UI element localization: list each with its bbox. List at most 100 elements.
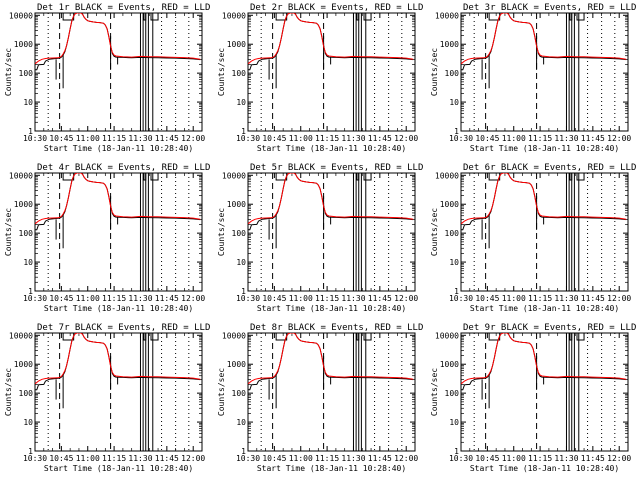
- x-tick-label: 10:30: [23, 134, 47, 143]
- top-step-marker: [150, 333, 159, 341]
- x-axis-label: Start Time (18-Jan-11 10:28:40): [257, 464, 406, 473]
- x-tick-label: 11:15: [528, 294, 552, 303]
- y-tick-label: 1000: [14, 360, 33, 369]
- plot-frame: [247, 172, 416, 292]
- series-lld: [461, 173, 627, 225]
- detector-panel-8: Det 8r BLACK = Events, RED = LLD Counts/s…: [217, 323, 423, 473]
- x-axis-label: Start Time (18-Jan-11 10:28:40): [44, 144, 193, 153]
- y-tick-label: 1000: [440, 40, 459, 49]
- y-tick-label: 1: [454, 447, 459, 456]
- x-tick-label: 11:15: [102, 454, 126, 463]
- x-tick-label: 10:45: [49, 294, 73, 303]
- series-lld: [248, 173, 414, 225]
- y-tick-label: 1000: [227, 40, 246, 49]
- x-tick-label: 11:00: [502, 454, 526, 463]
- series-lld: [35, 173, 201, 225]
- detector-panel-6: Det 6r BLACK = Events, RED = LLD Counts/s…: [430, 163, 636, 313]
- x-tick-label: 10:45: [49, 134, 73, 143]
- x-tick-label: 11:45: [368, 134, 392, 143]
- top-step-marker: [576, 173, 585, 181]
- detector-panel-3: Det 3r BLACK = Events, RED = LLD Counts/s…: [430, 3, 636, 153]
- x-tick-label: 10:45: [262, 454, 286, 463]
- panel-title: Det 4r BLACK = Events, RED = LLD: [37, 163, 210, 173]
- x-tick-label: 11:15: [102, 134, 126, 143]
- x-tick-label: 11:00: [289, 454, 313, 463]
- y-tick-label: 10: [236, 98, 246, 107]
- x-tick-label: 10:45: [262, 134, 286, 143]
- y-tick-label: 1: [454, 287, 459, 296]
- y-tick-label: 1000: [440, 200, 459, 209]
- plot-area: [35, 333, 201, 451]
- x-tick-label: 10:45: [475, 454, 499, 463]
- detector-panel-7: Det 7r BLACK = Events, RED = LLD Counts/s…: [4, 323, 210, 473]
- y-axis-label: Counts/sec: [217, 48, 226, 96]
- x-tick-label: 12:00: [181, 294, 205, 303]
- y-tick-label: 1000: [14, 40, 33, 49]
- x-tick-label: 11:15: [102, 294, 126, 303]
- y-tick-label: 10000: [222, 11, 246, 20]
- top-step-marker: [143, 333, 147, 341]
- x-tick-label: 10:45: [262, 294, 286, 303]
- series-lld: [35, 13, 201, 65]
- x-tick-label: 11:15: [315, 294, 339, 303]
- detector-panel-4: Det 4r BLACK = Events, RED = LLD Counts/s…: [4, 163, 210, 313]
- y-tick-label: 10: [236, 258, 246, 267]
- top-step-marker: [356, 173, 360, 181]
- y-tick-label: 1000: [227, 360, 246, 369]
- panel-title: Det 7r BLACK = Events, RED = LLD: [37, 323, 210, 333]
- x-tick-label: 12:00: [394, 294, 418, 303]
- x-tick-label: 11:00: [76, 454, 100, 463]
- x-tick-label: 11:45: [155, 134, 179, 143]
- x-tick-label: 11:45: [581, 134, 605, 143]
- panel-title: Det 8r BLACK = Events, RED = LLD: [250, 323, 423, 333]
- y-tick-label: 10: [236, 418, 246, 427]
- x-tick-label: 11:30: [341, 134, 365, 143]
- y-axis-label: Counts/sec: [4, 208, 13, 256]
- y-tick-label: 100: [19, 389, 34, 398]
- y-axis-label: Counts/sec: [217, 368, 226, 416]
- x-tick-label: 11:15: [315, 134, 339, 143]
- panel-title: Det 3r BLACK = Events, RED = LLD: [463, 3, 636, 13]
- x-axis-label: Start Time (18-Jan-11 10:28:40): [470, 464, 619, 473]
- x-tick-label: 10:30: [449, 294, 473, 303]
- y-tick-label: 10000: [9, 171, 33, 180]
- x-axis-label: Start Time (18-Jan-11 10:28:40): [257, 144, 406, 153]
- y-tick-label: 10000: [435, 171, 459, 180]
- y-tick-label: 1: [28, 447, 33, 456]
- plot-frame: [247, 332, 416, 452]
- y-tick-label: 1: [241, 447, 246, 456]
- plot-frame: [34, 172, 203, 292]
- top-step-marker: [363, 173, 372, 181]
- series-lld: [248, 333, 414, 385]
- top-step-marker: [569, 173, 573, 181]
- series-lld: [35, 333, 201, 385]
- y-tick-label: 1: [28, 127, 33, 136]
- x-tick-label: 11:30: [341, 294, 365, 303]
- x-tick-label: 10:30: [23, 454, 47, 463]
- series-lld: [248, 13, 414, 65]
- x-tick-label: 12:00: [607, 454, 631, 463]
- x-tick-label: 11:00: [502, 294, 526, 303]
- plot-frame: [460, 12, 629, 132]
- y-tick-label: 10000: [435, 331, 459, 340]
- x-tick-label: 12:00: [181, 454, 205, 463]
- plot-area: [248, 333, 414, 451]
- panel-title: Det 5r BLACK = Events, RED = LLD: [250, 163, 423, 173]
- top-step-marker: [576, 13, 585, 21]
- x-tick-label: 11:45: [368, 294, 392, 303]
- x-tick-label: 11:45: [581, 454, 605, 463]
- x-tick-label: 11:30: [341, 454, 365, 463]
- x-axis-label: Start Time (18-Jan-11 10:28:40): [44, 304, 193, 313]
- x-tick-label: 10:30: [236, 294, 260, 303]
- y-tick-label: 1: [241, 127, 246, 136]
- plot-area: [35, 13, 201, 131]
- panel-title: Det 6r BLACK = Events, RED = LLD: [463, 163, 636, 173]
- y-tick-label: 10: [449, 98, 459, 107]
- y-tick-label: 1000: [227, 200, 246, 209]
- plot-frame: [247, 12, 416, 132]
- y-tick-label: 10: [449, 418, 459, 427]
- x-tick-label: 11:30: [128, 134, 152, 143]
- plot-area: [248, 13, 414, 131]
- plot-area: [461, 173, 627, 291]
